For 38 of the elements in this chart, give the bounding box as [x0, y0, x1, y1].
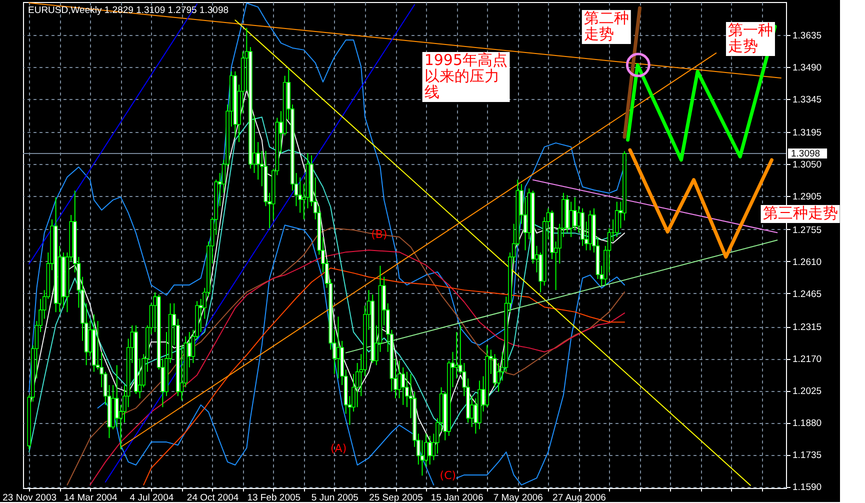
annotation: (C): [440, 469, 456, 482]
x-tick-label: 15 Jan 2006: [430, 492, 484, 503]
y-tick-label: 1.2755: [792, 224, 822, 236]
annotation: 第一种走势: [728, 21, 773, 55]
x-tick-label: 14 Mar 2004: [64, 492, 118, 503]
y-tick-label: 1.2905: [792, 192, 822, 203]
y-tick-label: 1.3490: [792, 62, 822, 74]
ref-line-label: 1.3098: [791, 148, 820, 160]
x-tick-label: 5 Jun 2005: [311, 492, 358, 503]
y-tick-label: 1.2170: [792, 354, 822, 366]
y-tick-label: 1.2315: [792, 322, 822, 334]
y-tick-label: 1.2465: [792, 288, 822, 300]
x-tick-label: 23 Nov 2003: [2, 492, 57, 503]
x-tick-label: 4 Jul 2004: [130, 492, 174, 503]
y-tick-label: 1.3345: [792, 94, 822, 106]
y-tick-label: 1.2610: [792, 256, 822, 268]
candlestick: [569, 201, 573, 238]
annotation: 1995年高点以来的压力线: [424, 51, 508, 101]
candlestick: [336, 316, 340, 379]
x-tick-label: 24 Oct 2004: [186, 492, 239, 503]
y-tick-label: 1.1880: [792, 418, 822, 430]
x-tick-label: 13 Feb 2005: [247, 492, 301, 503]
annotation: 第三种走势: [762, 204, 838, 222]
candlestick: [614, 201, 619, 238]
annotation: (A): [330, 442, 347, 455]
candlestick: [572, 196, 577, 231]
line-series: [626, 24, 777, 162]
y-tick-label: 1.3195: [792, 128, 822, 139]
y-tick-label: 1.2025: [792, 386, 822, 398]
candlestick: [454, 332, 458, 379]
candlestick: [401, 366, 406, 406]
annotation: 第二种走势: [584, 9, 629, 43]
candlestick: [428, 435, 432, 466]
line-series: [143, 267, 626, 486]
y-tick-label: 1.1735: [792, 450, 822, 462]
y-tick-label: 1.1590: [792, 482, 822, 494]
y-tick-label: 1.3635: [792, 30, 822, 42]
y-tick-label: 1.3050: [792, 160, 822, 171]
